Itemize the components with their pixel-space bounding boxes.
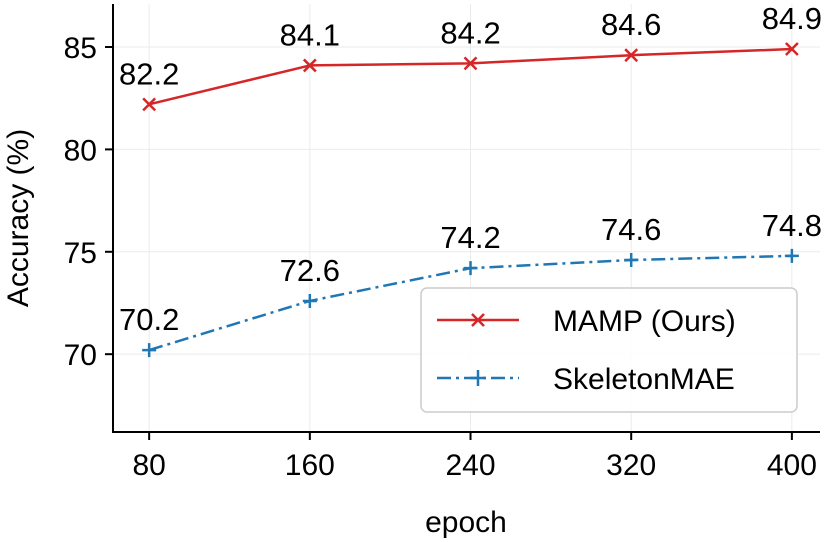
data-point [624,48,639,63]
x-tick-label: 400 [767,449,817,482]
data-label: 74.2 [440,220,500,255]
axes [112,4,820,433]
data-point [142,97,157,112]
data-point [784,248,799,263]
series-0 [142,42,799,112]
data-point [463,261,478,276]
data-point [302,293,317,308]
data-label: 74.8 [762,208,822,243]
data-point [784,42,799,56]
x-tick-label: 80 [132,449,165,482]
legend: MAMP (Ours) SkeletonMAE [420,287,798,413]
legend-label-skeletonmae: SkeletonMAE [553,363,735,396]
data-label: 70.2 [119,302,179,337]
data-point [302,58,317,73]
data-label: 84.9 [762,1,822,36]
y-tick-label: 75 [64,237,97,270]
data-label: 84.6 [601,7,661,42]
data-label: 84.2 [440,15,500,50]
data-point [463,56,478,71]
data-label: 82.2 [119,56,179,91]
legend-marker-skeletonmae [470,370,486,386]
x-tick-label: 160 [285,449,335,482]
x-axis-label: epoch [425,506,507,539]
y-tick-label: 70 [64,339,97,372]
axis-ticks: 80 160 240 320 400 70 75 80 85 [64,32,817,482]
data-label: 74.6 [601,212,661,247]
data-point [624,252,639,267]
y-tick-label: 80 [64,134,97,167]
data-labels: 82.2 84.1 84.2 84.6 84.9 70.2 72.6 74.2 74.6 74.8 [119,1,822,337]
x-tick-label: 320 [606,449,656,482]
data-label: 72.6 [280,253,340,288]
data-label: 84.1 [280,17,340,52]
legend-entry-skeletonmae: SkeletonMAE [437,363,735,396]
y-tick-label: 85 [64,32,97,65]
legend-entry-mamp: MAMP (Ours) [437,305,736,338]
legend-label-mamp: MAMP (Ours) [553,305,736,338]
data-point [142,343,157,358]
series [142,42,799,358]
x-tick-label: 240 [445,449,495,482]
y-axis-label: Accuracy (%) [2,129,35,307]
legend-marker-mamp [471,313,485,327]
series-1 [142,248,799,358]
